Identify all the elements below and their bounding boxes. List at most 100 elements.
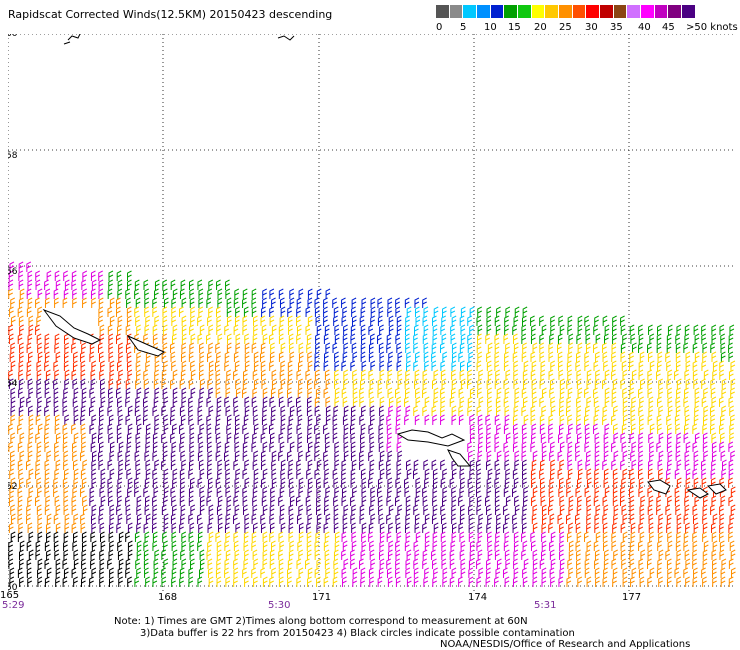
wind-barb [712,360,718,371]
wind-barb [206,495,212,506]
wind-barb [612,324,617,335]
wind-barb [351,531,357,542]
wind-barb [395,387,400,398]
wind-barb [154,369,159,380]
wind-barb [161,567,166,578]
wind-barb [629,495,635,506]
wind-barb [334,396,340,407]
wind-barb [612,486,618,497]
wind-barb [343,450,349,461]
wind-barb [395,495,400,506]
wind-barb [53,396,59,407]
wind-barb [269,360,274,371]
wind-barb [584,360,590,371]
wind-barb [261,459,266,470]
wind-barb [109,315,115,326]
wind-barb [513,360,519,371]
wind-barb [584,441,590,452]
wind-barb [8,441,14,452]
wind-barb [181,558,187,569]
wind-barb [207,315,212,326]
wind-barb [432,495,437,506]
wind-barb [370,495,376,506]
wind-barb [522,567,527,578]
wind-barb [170,378,175,389]
wind-barb [179,468,185,479]
wind-barb [216,396,222,407]
wind-barb [125,450,131,461]
wind-barb [9,576,15,587]
wind-barb [234,288,240,299]
wind-barb [90,441,96,452]
wind-barb [477,531,483,542]
wind-barb [55,504,61,515]
wind-barb [368,369,374,380]
wind-barb [494,540,500,551]
wind-barb [71,504,77,515]
wind-barb [684,450,690,461]
wind-barb [584,423,590,434]
wind-barb [602,576,608,587]
wind-barb [594,549,600,560]
wind-barb [648,324,653,335]
wind-barb [585,405,590,416]
wind-barb [307,486,313,497]
wind-barb [143,558,149,569]
wind-barb [108,342,114,353]
footer-note-2: 3)Data buffer is 22 hrs from 20150423 4)… [140,628,575,639]
wind-barb [35,495,40,506]
wind-barb [172,324,178,335]
wind-barb [638,333,644,344]
wind-barb [180,504,186,515]
wind-barb [125,495,130,506]
wind-barb [604,333,609,344]
wind-barb [395,549,401,560]
wind-barb [234,504,240,515]
wind-barb [476,504,482,515]
wind-barb [62,423,68,434]
wind-barb [656,504,661,515]
wind-barb [602,351,608,362]
wind-barb [359,504,365,515]
wind-barb [370,486,376,497]
wind-barb [18,522,24,533]
wind-barb [63,270,68,281]
wind-barb [586,513,591,524]
wind-barb [136,369,141,380]
wind-barb [611,351,616,362]
wind-barb [199,558,205,569]
wind-barb [44,576,50,587]
wind-barb [414,513,420,524]
wind-barb [316,459,322,470]
wind-barb [251,540,257,551]
wind-barb [350,333,356,344]
wind-barb [386,558,391,569]
wind-barb [710,342,716,353]
wind-barb [692,531,697,542]
wind-barb [72,486,78,497]
wind-barb [404,486,410,497]
wind-barb [287,360,293,371]
wind-barb [586,477,592,488]
wind-barb [595,369,600,380]
wind-barb [576,405,582,416]
wind-barb [116,297,121,308]
wind-barb [559,387,565,398]
wind-barb [143,414,148,425]
wind-barb [116,486,122,497]
wind-barb [377,477,383,488]
wind-barb [685,576,690,587]
wind-barb [207,441,212,452]
wind-barb [73,477,79,488]
wind-barb [378,423,384,434]
wind-barb [541,405,547,416]
wind-barb [37,522,43,533]
wind-barb [486,351,491,362]
wind-barb [513,405,519,416]
wind-barb [188,513,194,524]
wind-barb [639,576,645,587]
wind-barb [215,423,220,434]
wind-barb [179,441,185,452]
wind-barb [64,513,70,524]
wind-barb [603,468,609,479]
